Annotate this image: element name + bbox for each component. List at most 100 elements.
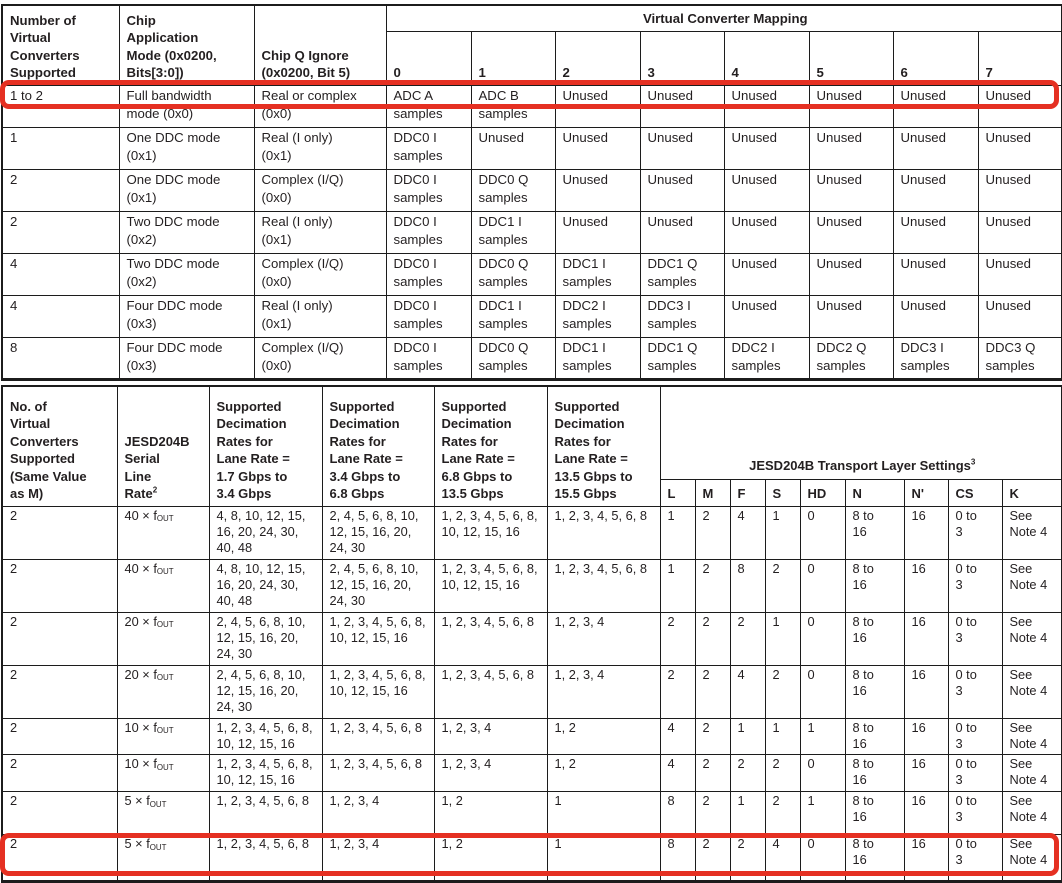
cell-dec-rate-3: 1, 2, 3, 4 (433, 717, 548, 755)
cell-chip-q-ignore: Complex (I/Q) (0x0) (253, 336, 387, 380)
table-row: 2 20 × fOUT 2, 4, 5, 6, 8, 10, 12, 15, 1… (1, 611, 1062, 666)
cell-vc-5: Unused (808, 252, 894, 296)
cell-CS: 0 to 3 (947, 717, 1003, 755)
cell-num-virtual-converters: 2 (1, 791, 118, 835)
cell-N: 8 to 16 (844, 754, 905, 792)
cell-L: 8 (659, 791, 696, 835)
cell-vc-7: Unused (977, 294, 1062, 338)
table-row: 2 10 × fOUT 1, 2, 3, 4, 5, 6, 8, 10, 12,… (1, 717, 1062, 755)
cell-CS: 0 to 3 (947, 558, 1003, 613)
cell-vc-3: Unused (639, 168, 725, 212)
table-row: 4 Two DDC mode (0x2) Complex (I/Q) (0x0)… (1, 252, 1062, 296)
cell-vc-3: Unused (639, 126, 725, 170)
table-row: 2 One DDC mode (0x1) Complex (I/Q) (0x0)… (1, 168, 1062, 212)
cell-chip-q-ignore: Real (I only) (0x1) (253, 210, 387, 254)
cell-dec-rate-3: 1, 2, 3, 4, 5, 6, 8, 10, 12, 15, 16 (433, 558, 548, 613)
header-dec-rate-2: Supported Decimation Rates for Lane Rate… (321, 385, 435, 507)
cell-CS: 0 to 3 (947, 791, 1003, 835)
cell-CS: 0 to 3 (947, 505, 1003, 560)
cell-CS: 0 to 3 (947, 611, 1003, 666)
cell-L: 8 (659, 834, 696, 882)
cell-F: 1 (729, 717, 766, 755)
cell-dec-rate-4: 1 (546, 791, 661, 835)
header-vc-7: 7 (977, 30, 1062, 86)
cell-F: 1 (729, 791, 766, 835)
table-row: 2 5 × fOUT 1, 2, 3, 4, 5, 6, 8 1, 2, 3, … (1, 791, 1062, 835)
cell-Nprime: 16 (903, 611, 949, 666)
cell-vc-7: DDC3 Q samples (977, 336, 1062, 380)
cell-dec-rate-2: 1, 2, 3, 4, 5, 6, 8 (321, 754, 435, 792)
cell-M: 2 (694, 754, 731, 792)
cell-vc-0: DDC0 I samples (385, 252, 472, 296)
cell-F: 4 (729, 664, 766, 719)
cell-vc-7: Unused (977, 252, 1062, 296)
cell-dec-rate-1: 1, 2, 3, 4, 5, 6, 8 (208, 791, 323, 835)
header-CS: CS (947, 478, 1003, 507)
table-row: 4 Four DDC mode (0x3) Real (I only) (0x1… (1, 294, 1062, 338)
cell-chip-q-ignore: Complex (I/Q) (0x0) (253, 252, 387, 296)
cell-num-virtual-converters: 1 (1, 126, 120, 170)
cell-K: See Note 4 (1001, 558, 1062, 613)
cell-M: 2 (694, 664, 731, 719)
cell-L: 1 (659, 558, 696, 613)
cell-num-virtual-converters: 4 (1, 294, 120, 338)
cell-dec-rate-4: 1 (546, 834, 661, 882)
cell-chip-q-ignore: Complex (I/Q) (0x0) (253, 168, 387, 212)
cell-num-virtual-converters: 2 (1, 834, 118, 882)
cell-dec-rate-3: 1, 2, 3, 4, 5, 6, 8, 10, 12, 15, 16 (433, 505, 548, 560)
cell-serial-line-rate: 40 × fOUT (116, 558, 210, 613)
cell-vc-6: Unused (892, 84, 979, 128)
cell-N: 8 to 16 (844, 834, 905, 882)
header-HD: HD (799, 478, 846, 507)
cell-vc-3: DDC1 Q samples (639, 252, 725, 296)
cell-M: 2 (694, 834, 731, 882)
cell-chip-app-mode: One DDC mode (0x1) (118, 168, 255, 212)
header-vc-1: 1 (470, 30, 556, 86)
header-K: K (1001, 478, 1062, 507)
cell-vc-2: Unused (554, 84, 641, 128)
cell-dec-rate-2: 2, 4, 5, 6, 8, 10, 12, 15, 16, 20, 24, 3… (321, 558, 435, 613)
cell-S: 2 (764, 558, 801, 613)
cell-num-virtual-converters: 2 (1, 717, 118, 755)
cell-vc-1: ADC B samples (470, 84, 556, 128)
cell-vc-5: Unused (808, 294, 894, 338)
cell-F: 2 (729, 611, 766, 666)
cell-dec-rate-4: 1, 2 (546, 754, 661, 792)
cell-N: 8 to 16 (844, 505, 905, 560)
cell-N: 8 to 16 (844, 664, 905, 719)
cell-dec-rate-4: 1, 2, 3, 4, 5, 6, 8 (546, 558, 661, 613)
cell-num-virtual-converters: 2 (1, 505, 118, 560)
cell-serial-line-rate: 10 × fOUT (116, 717, 210, 755)
cell-S: 1 (764, 717, 801, 755)
cell-L: 4 (659, 754, 696, 792)
header-vc-0: 0 (385, 30, 472, 86)
cell-vc-1: DDC1 I samples (470, 294, 556, 338)
header-vc-4: 4 (723, 30, 810, 86)
cell-Nprime: 16 (903, 664, 949, 719)
cell-vc-4: Unused (723, 126, 810, 170)
cell-Nprime: 16 (903, 558, 949, 613)
cell-vc-1: Unused (470, 126, 556, 170)
cell-vc-0: DDC0 I samples (385, 168, 472, 212)
cell-K: See Note 4 (1001, 834, 1062, 882)
cell-vc-4: Unused (723, 210, 810, 254)
cell-dec-rate-1: 1, 2, 3, 4, 5, 6, 8 (208, 834, 323, 882)
table-row: 2 10 × fOUT 1, 2, 3, 4, 5, 6, 8, 10, 12,… (1, 754, 1062, 792)
cell-dec-rate-1: 1, 2, 3, 4, 5, 6, 8, 10, 12, 15, 16 (208, 754, 323, 792)
table-row: 2 20 × fOUT 2, 4, 5, 6, 8, 10, 12, 15, 1… (1, 664, 1062, 719)
cell-S: 2 (764, 791, 801, 835)
cell-M: 2 (694, 558, 731, 613)
cell-dec-rate-1: 4, 8, 10, 12, 15, 16, 20, 24, 30, 40, 48 (208, 558, 323, 613)
cell-vc-6: Unused (892, 252, 979, 296)
cell-M: 2 (694, 611, 731, 666)
cell-N: 8 to 16 (844, 717, 905, 755)
table2-group-header-row: No. of Virtual Converters Supported (Sam… (1, 385, 1062, 507)
cell-vc-1: DDC0 Q samples (470, 168, 556, 212)
cell-vc-0: DDC0 I samples (385, 336, 472, 380)
table-row: 2 Two DDC mode (0x2) Real (I only) (0x1)… (1, 210, 1062, 254)
header-dec-rate-4: Supported Decimation Rates for Lane Rate… (546, 385, 661, 507)
cell-dec-rate-1: 1, 2, 3, 4, 5, 6, 8, 10, 12, 15, 16 (208, 717, 323, 755)
table-row: 2 40 × fOUT 4, 8, 10, 12, 15, 16, 20, 24… (1, 558, 1062, 613)
cell-chip-app-mode: Full bandwidth mode (0x0) (118, 84, 255, 128)
cell-chip-app-mode: Four DDC mode (0x3) (118, 294, 255, 338)
